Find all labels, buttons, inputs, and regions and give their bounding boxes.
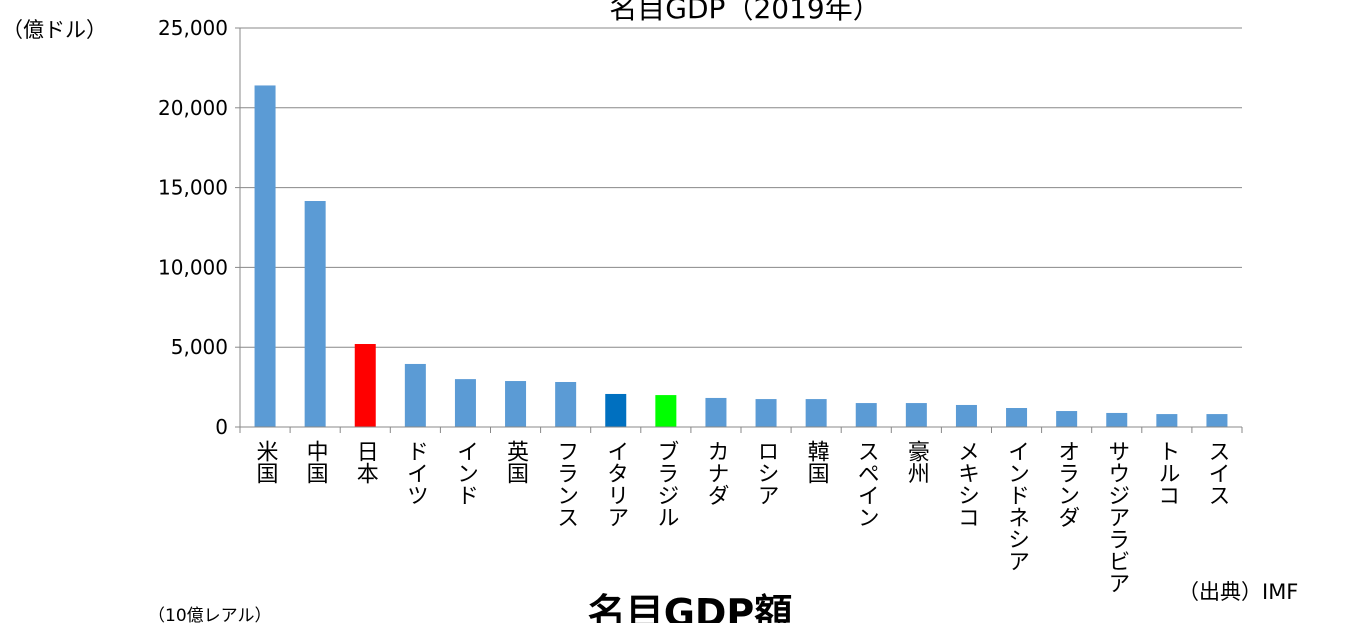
x-tick-label: スペイン	[854, 440, 879, 528]
x-tick-label: ブラジル	[653, 440, 678, 528]
bar	[1056, 411, 1078, 427]
x-tick-label: オランダ	[1054, 440, 1079, 528]
x-tick-label: インド	[453, 440, 478, 506]
x-tick-label: 英国	[503, 440, 529, 484]
source: （出典）IMF	[1178, 580, 1298, 604]
y-tick-label: 0	[215, 415, 228, 439]
x-tick-label: 中国	[303, 440, 328, 484]
bar	[605, 393, 627, 427]
annotation: 名目GDP額	[588, 591, 793, 623]
bar	[705, 397, 727, 427]
bar	[905, 403, 927, 427]
bar	[955, 404, 977, 427]
bar	[1206, 414, 1228, 427]
x-tick-label: カナダ	[703, 440, 728, 506]
bar	[354, 344, 376, 427]
x-tick-label: 米国	[253, 440, 279, 484]
x-tick-label: ロシア	[754, 440, 779, 506]
annotation: （10億レアル）	[148, 606, 271, 623]
x-tick-label: 豪州	[904, 440, 930, 484]
y-tick-label: 15,000	[158, 176, 228, 200]
bar	[805, 399, 827, 427]
bar	[304, 201, 326, 427]
bar	[1106, 412, 1128, 427]
y-tick-label: 25,000	[158, 16, 228, 40]
x-tick-label: サウジアラビア	[1104, 440, 1129, 594]
bar	[755, 399, 777, 427]
x-tick-label: メキシコ	[954, 440, 979, 528]
bar	[655, 395, 677, 427]
y-tick-label: 20,000	[158, 96, 228, 120]
bar	[454, 379, 476, 427]
bar	[1156, 414, 1178, 427]
bar	[404, 363, 426, 427]
bar	[855, 403, 877, 427]
chart-title: 名目GDP（2019年）	[609, 0, 880, 25]
x-tick-label: 韓国	[804, 440, 830, 484]
x-tick-label: ドイツ	[403, 440, 428, 506]
x-tick-label: イタリア	[603, 440, 628, 528]
x-tick-label: インドネシア	[1004, 440, 1029, 572]
bar	[254, 85, 276, 428]
x-tick-label: トルコ	[1154, 440, 1179, 506]
x-tick-label: スイス	[1204, 440, 1229, 506]
x-tick-label: フランス	[553, 440, 578, 528]
bar	[555, 381, 577, 427]
bar	[505, 381, 527, 427]
bar	[1006, 408, 1028, 427]
y-tick-label: 5,000	[171, 335, 228, 359]
y-tick-label: 10,000	[158, 255, 228, 279]
x-tick-label: 日本	[353, 440, 379, 484]
y-unit: （億ドル）	[2, 18, 107, 42]
